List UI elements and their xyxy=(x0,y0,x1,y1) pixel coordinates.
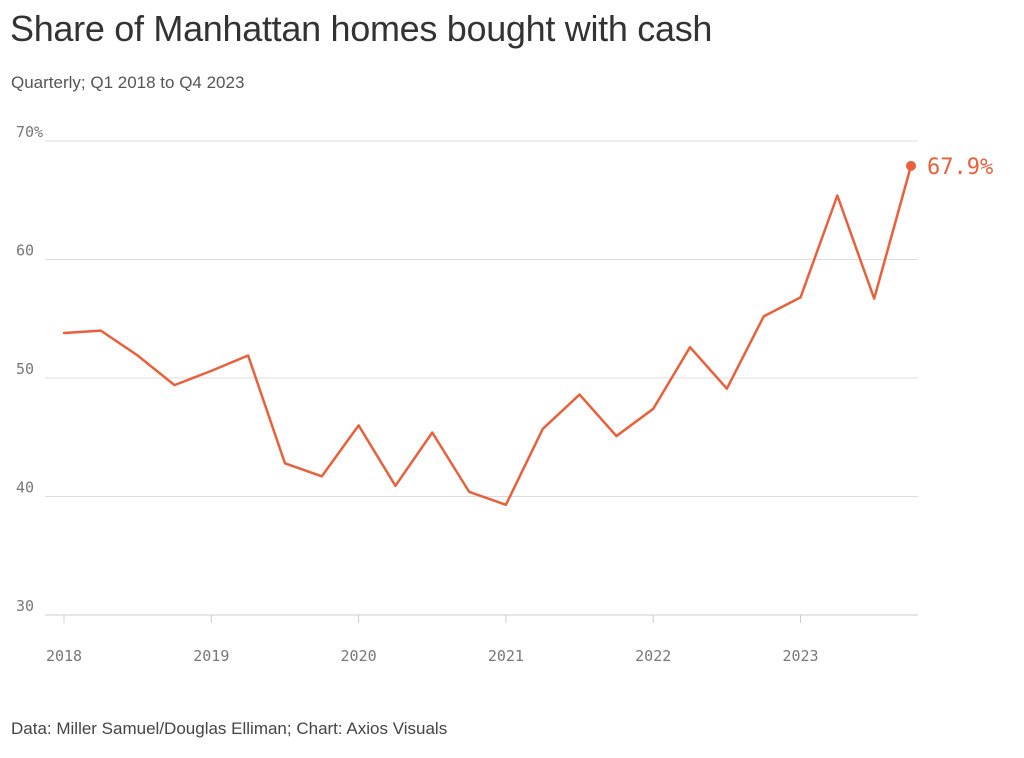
data-point-3 xyxy=(171,382,177,388)
end-point-marker xyxy=(906,160,916,171)
data-point-0 xyxy=(61,330,67,336)
data-point-15 xyxy=(613,433,619,439)
data-point-5 xyxy=(245,352,251,358)
data-point-4 xyxy=(208,368,214,374)
data-point-10 xyxy=(429,430,435,436)
end-value-label: 67.9% xyxy=(927,155,993,180)
y-tick-label-50: 50 xyxy=(16,360,34,378)
data-point-16 xyxy=(650,406,656,412)
chart-subtitle: Quarterly; Q1 2018 to Q4 2023 xyxy=(11,73,245,92)
data-point-11 xyxy=(466,489,472,495)
x-tick-label-2019: 2019 xyxy=(193,647,229,665)
y-tick-label-30: 30 xyxy=(16,597,34,615)
data-point-6 xyxy=(282,460,288,466)
data-point-1 xyxy=(98,328,104,334)
data-point-17 xyxy=(687,344,693,350)
y-tick-label-60: 60 xyxy=(16,242,34,260)
data-point-9 xyxy=(392,483,398,489)
data-point-19 xyxy=(761,313,767,319)
data-point-18 xyxy=(724,386,730,392)
data-point-8 xyxy=(356,422,362,428)
x-tick-label-2021: 2021 xyxy=(488,647,524,665)
x-tick-label-2018: 2018 xyxy=(46,647,82,665)
data-point-2 xyxy=(135,352,141,358)
data-point-7 xyxy=(319,473,325,479)
data-point-20 xyxy=(798,294,804,300)
chart-title: Share of Manhattan homes bought with cas… xyxy=(10,8,713,49)
y-tick-label-70: 70% xyxy=(16,123,43,141)
data-point-22 xyxy=(871,296,877,302)
data-point-14 xyxy=(577,392,583,398)
source-note: Data: Miller Samuel/Douglas Elliman; Cha… xyxy=(11,719,448,738)
y-tick-label-40: 40 xyxy=(16,479,34,497)
data-point-21 xyxy=(834,193,840,199)
x-tick-label-2022: 2022 xyxy=(635,647,671,665)
series-line-0 xyxy=(62,164,913,507)
data-point-13 xyxy=(540,426,546,432)
data-point-12 xyxy=(503,502,509,508)
x-tick-label-2020: 2020 xyxy=(341,647,377,665)
x-tick-label-2023: 2023 xyxy=(782,647,818,665)
